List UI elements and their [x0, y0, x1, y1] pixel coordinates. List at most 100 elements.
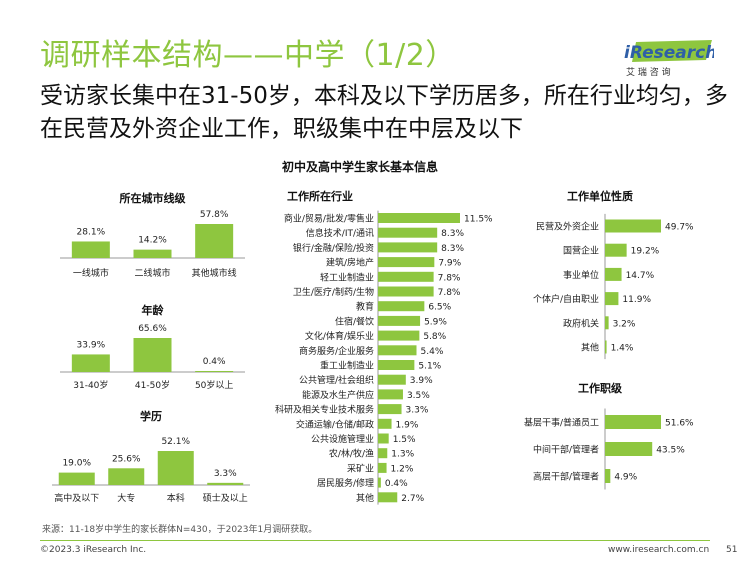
industry-value-label: 3.9% — [410, 376, 433, 386]
page-number: 51 — [726, 545, 738, 555]
industry-value-label: 3.5% — [407, 391, 430, 401]
industry-value-label: 6.5% — [428, 303, 451, 313]
rank-category-label: 高层干部/管理者 — [533, 471, 599, 483]
chart-group-subtitle: 初中及高中学生家长基本信息 — [282, 160, 439, 174]
industry-value-label: 5.4% — [421, 347, 444, 357]
industry-bar — [378, 477, 381, 488]
employer-bar — [605, 243, 627, 257]
city-bar — [195, 224, 234, 258]
industry-value-label: 5.9% — [424, 317, 447, 327]
rank-value-label: 4.9% — [614, 473, 637, 483]
logo-tagline: 艾 瑞 咨 询 — [626, 66, 671, 78]
iresearch-logo-graphic: iResearch 艾 瑞 咨 询 — [624, 40, 717, 78]
industry-value-label: 5.1% — [418, 362, 441, 372]
education-bar — [108, 468, 145, 485]
industry-category-label: 公共设施管理业 — [311, 433, 374, 445]
industry-value-label: 8.3% — [441, 244, 464, 254]
industry-category-label: 重工业制造业 — [320, 360, 374, 372]
city-bar — [71, 241, 110, 258]
age-value-label: 0.4% — [203, 357, 226, 367]
industry-bar — [378, 301, 425, 312]
employer-bar — [605, 219, 661, 233]
industry-category-label: 教育 — [356, 301, 374, 313]
employer-bar — [605, 340, 607, 354]
industry-value-label: 5.8% — [423, 332, 446, 342]
age-bar — [71, 354, 110, 372]
rank-value-label: 51.6% — [665, 419, 694, 429]
industry-category-label: 居民服务/修理 — [317, 477, 374, 489]
industry-category-label: 商业/贸易/批发/零售业 — [284, 213, 374, 225]
industry-bar — [378, 462, 387, 473]
employer-category-label: 其他 — [581, 342, 599, 354]
industry-bar — [378, 257, 435, 268]
employer-category-label: 事业单位 — [563, 269, 599, 281]
source-note: 来源：11-18岁中学生的家长群体N=430，于2023年1月调研获取。 — [42, 525, 318, 535]
page-title: 调研样本结构——中学（1/2） — [40, 38, 456, 73]
industry-bar — [378, 330, 420, 341]
industry-bar — [378, 315, 421, 326]
city-category-label: 其他城市线 — [192, 267, 237, 279]
education-category-label: 硕士及以上 — [203, 492, 248, 504]
industry-bar — [378, 271, 434, 282]
industry-category-label: 商务服务/企业服务 — [299, 345, 374, 357]
industry-category-label: 信息技术/IT/通讯 — [306, 227, 374, 239]
education-value-label: 52.1% — [161, 437, 190, 447]
industry-bar — [378, 286, 434, 297]
industry-value-label: 3.3% — [406, 406, 429, 416]
employer-value-label: 3.2% — [613, 319, 636, 329]
industry-bar — [378, 448, 388, 459]
rank-value-label: 43.5% — [656, 446, 685, 456]
employer-bar — [605, 316, 609, 330]
employer-bar — [605, 267, 622, 281]
iresearch-logo: iResearch 艾 瑞 咨 询 — [618, 38, 717, 78]
age-category-label: 50岁以上 — [195, 379, 233, 391]
education-category-label: 本科 — [167, 492, 185, 504]
website-url: www.iresearch.com.cn — [608, 545, 710, 555]
employer-category-label: 国营企业 — [563, 245, 599, 257]
industry-category-label: 能源及水生产供应 — [302, 389, 374, 401]
age-bar — [133, 338, 172, 372]
education-value-label: 25.6% — [112, 454, 141, 464]
industry-value-label: 7.8% — [438, 273, 461, 283]
industry-bar — [378, 213, 460, 223]
industry-bar — [378, 389, 403, 400]
employer-bar — [605, 292, 619, 306]
industry-bar — [378, 374, 406, 385]
industry-value-label: 1.3% — [391, 450, 414, 460]
industry-bar — [378, 404, 402, 415]
industry-category-label: 公共管理/社会组织 — [299, 374, 374, 386]
industry-value-label: 7.9% — [438, 259, 461, 269]
education-value-label: 19.0% — [62, 459, 91, 469]
industry-category-label: 科研及相关专业技术服务 — [275, 404, 374, 416]
industry-bar — [378, 433, 389, 444]
rank-chart-title: 工作职级 — [578, 381, 623, 395]
industry-category-label: 银行/金融/保险/投资 — [293, 242, 374, 254]
industry-category-label: 采矿业 — [347, 462, 374, 474]
industry-category-label: 文化/体育/娱乐业 — [305, 330, 374, 342]
rank-category-label: 基层干事/普通员工 — [524, 417, 599, 429]
city-chart-title: 所在城市线级 — [120, 191, 187, 205]
industry-chart-title: 工作所在行业 — [287, 189, 353, 203]
rank-bar — [605, 415, 661, 429]
industry-category-label: 农/林/牧/渔 — [329, 448, 374, 460]
headline: 受访家长集中在31-50岁，本科及以下学历居多，所在行业均匀，多在民营及外资企业… — [40, 83, 728, 142]
employer-value-label: 11.9% — [622, 295, 651, 305]
industry-value-label: 0.4% — [385, 479, 408, 489]
industry-category-label: 轻工业制造业 — [320, 271, 374, 283]
city-value-label: 14.2% — [138, 236, 167, 246]
logo-wordmark: iResearch — [624, 43, 714, 63]
employer-value-label: 1.4% — [611, 344, 634, 354]
footer-divider — [40, 540, 710, 541]
industry-bar — [378, 345, 417, 356]
rank-category-label: 中间干部/管理者 — [533, 444, 599, 456]
industry-bar — [378, 492, 398, 503]
industry-category-label: 住宿/餐饮 — [335, 315, 374, 327]
industry-category-label: 交通运输/仓储/邮政 — [296, 418, 374, 430]
city-category-label: 二线城市 — [134, 267, 170, 279]
employer-value-label: 19.2% — [631, 247, 660, 257]
employer-category-label: 民营及外资企业 — [536, 221, 599, 233]
education-category-label: 高中及以下 — [54, 492, 99, 504]
industry-value-label: 2.7% — [401, 494, 424, 504]
industry-bar — [378, 242, 438, 253]
